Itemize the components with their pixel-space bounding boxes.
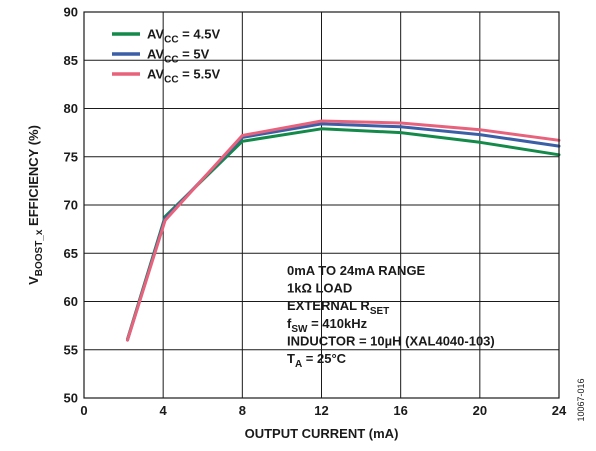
y-tick-label-7: 85 [64,53,78,68]
legend-label-1-rest: = 5V [179,47,210,62]
annotation-line-1: 1kΩ LOAD [287,281,352,296]
legend-label-1-sub: CC [164,55,178,66]
y-axis-label-rest: EFFICIENCY (%) [26,125,41,230]
annotation-line-2-main: EXTERNAL R [287,298,370,313]
y-tick-labels: 50 55 60 65 70 75 80 85 90 [64,5,78,406]
plot-frame [83,11,560,399]
annotation-line-1-main: 1kΩ LOAD [287,281,352,296]
x-tick-label-6: 24 [552,403,567,418]
annotation-line-2-sub: SET [370,306,389,317]
annotation-line-3-sub: SW [291,324,308,335]
y-tick-label-2: 60 [64,294,78,309]
y-axis-label-sub: BOOST_x [34,229,45,276]
legend-label-0-main: AV [147,27,164,42]
annotation-line-5: TA = 25°C [287,351,347,370]
x-tick-label-1: 4 [160,403,168,418]
annotation-line-3-main: f [287,316,292,331]
series-line-2 [126,119,561,342]
legend-label-1-main: AV [147,47,164,62]
legend-label-0: AVCC = 4.5V [147,27,220,46]
figure-id: 10067-016 [576,378,586,421]
legend-label-1: AVCC = 5V [147,47,210,66]
x-tick-label-3: 12 [314,403,328,418]
y-tick-label-5: 75 [64,149,78,164]
legend-label-2-main: AV [147,67,164,82]
annotation-line-5-sub: A [295,359,302,370]
y-tick-label-0: 50 [64,391,78,406]
annotation-line-4: INDUCTOR = 10µH (XAL4040-103) [287,333,495,348]
legend-label-2-sub: CC [164,75,178,86]
y-tick-label-1: 55 [64,342,78,357]
x-tick-label-5: 20 [473,403,487,418]
annotation-line-3: fSW = 410kHz [287,316,368,335]
x-tick-label-2: 8 [239,403,246,418]
x-axis-label: OUTPUT CURRENT (mA) [245,426,399,441]
annotation-line-4-main: INDUCTOR = 10µH (XAL4040-103) [287,333,495,348]
annotation-line-0-main: 0mA TO 24mA RANGE [287,263,426,278]
annotation-line-2: EXTERNAL RSET [287,298,389,317]
y-axis-label-main: V [26,276,41,285]
annotation-line-5-main: T [287,351,295,366]
grid [84,12,559,398]
x-tick-labels: 0 4 8 12 16 20 24 [80,403,567,418]
y-tick-label-6: 80 [64,101,78,116]
series-lines [126,119,561,342]
legend-label-2: AVCC = 5.5V [147,67,220,86]
legend-label-0-rest: = 4.5V [179,27,221,42]
legend-label-2-rest: = 5.5V [179,67,221,82]
x-tick-label-0: 0 [80,403,87,418]
legend-label-0-sub: CC [164,35,178,46]
y-tick-label-4: 70 [64,198,78,213]
y-axis-label: VBOOST_x EFFICIENCY (%) [26,125,45,285]
annotation-line-0: 0mA TO 24mA RANGE [287,263,426,278]
annotation-line-3-rest: = 410kHz [307,316,367,331]
y-tick-label-8: 90 [64,5,78,20]
y-tick-label-3: 65 [64,246,78,261]
annotation-line-5-rest: = 25°C [302,351,346,366]
x-tick-label-4: 16 [393,403,407,418]
